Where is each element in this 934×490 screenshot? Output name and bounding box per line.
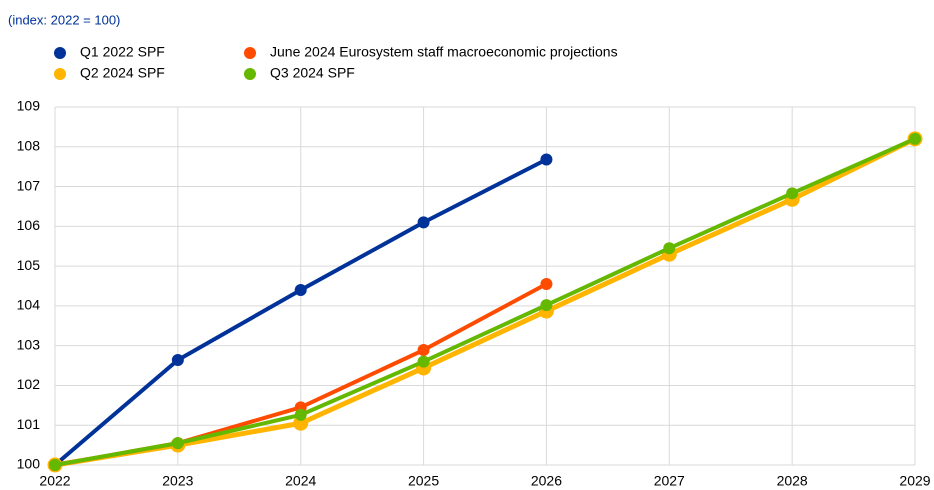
x-tick-label: 2028 xyxy=(777,473,808,489)
data-point xyxy=(540,299,553,312)
data-point xyxy=(417,344,430,357)
y-tick-label: 108 xyxy=(17,137,41,153)
data-point xyxy=(171,437,184,450)
data-point xyxy=(49,459,61,471)
data-point xyxy=(540,278,553,291)
y-tick-label: 102 xyxy=(17,376,41,392)
x-tick-label: 2023 xyxy=(162,473,193,489)
series-line xyxy=(54,136,916,467)
y-tick-label: 104 xyxy=(17,297,41,313)
data-point xyxy=(540,153,553,166)
legend-marker xyxy=(54,68,66,80)
legend-marker xyxy=(244,47,256,59)
y-tick-label: 109 xyxy=(17,98,41,114)
y-tick-label: 106 xyxy=(17,217,41,233)
x-tick-label: 2026 xyxy=(531,473,562,489)
data-point xyxy=(294,408,307,421)
y-tick-label: 103 xyxy=(17,336,41,352)
legend-label: Q2 2024 SPF xyxy=(80,65,165,81)
data-point xyxy=(909,132,921,145)
legend-marker xyxy=(244,68,256,80)
x-tick-label: 2024 xyxy=(285,473,316,489)
data-point xyxy=(786,187,799,200)
data-point xyxy=(663,242,676,255)
data-point xyxy=(294,283,307,296)
data-point xyxy=(171,353,184,366)
x-tick-label: 2025 xyxy=(408,473,439,489)
legend-label: June 2024 Eurosystem staff macroeconomic… xyxy=(270,44,618,60)
chart-subtitle: (index: 2022 = 100) xyxy=(8,12,120,27)
data-point xyxy=(417,216,430,229)
y-tick-label: 100 xyxy=(17,456,41,472)
x-tick-label: 2022 xyxy=(39,473,70,489)
x-tick-label: 2029 xyxy=(899,473,930,489)
y-tick-label: 101 xyxy=(17,416,41,432)
data-point xyxy=(417,355,430,368)
series-line xyxy=(54,136,917,468)
x-tick-label: 2027 xyxy=(654,473,685,489)
legend-label: Q3 2024 SPF xyxy=(270,65,355,81)
y-tick-label: 105 xyxy=(17,257,41,273)
legend-label: Q1 2022 SPF xyxy=(80,44,165,60)
legend-marker xyxy=(54,47,66,59)
y-tick-label: 107 xyxy=(17,177,41,193)
